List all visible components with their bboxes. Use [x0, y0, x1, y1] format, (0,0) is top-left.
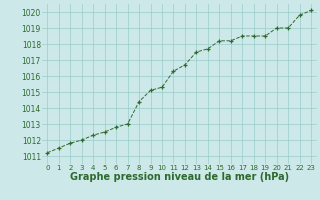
X-axis label: Graphe pression niveau de la mer (hPa): Graphe pression niveau de la mer (hPa) — [70, 172, 289, 182]
